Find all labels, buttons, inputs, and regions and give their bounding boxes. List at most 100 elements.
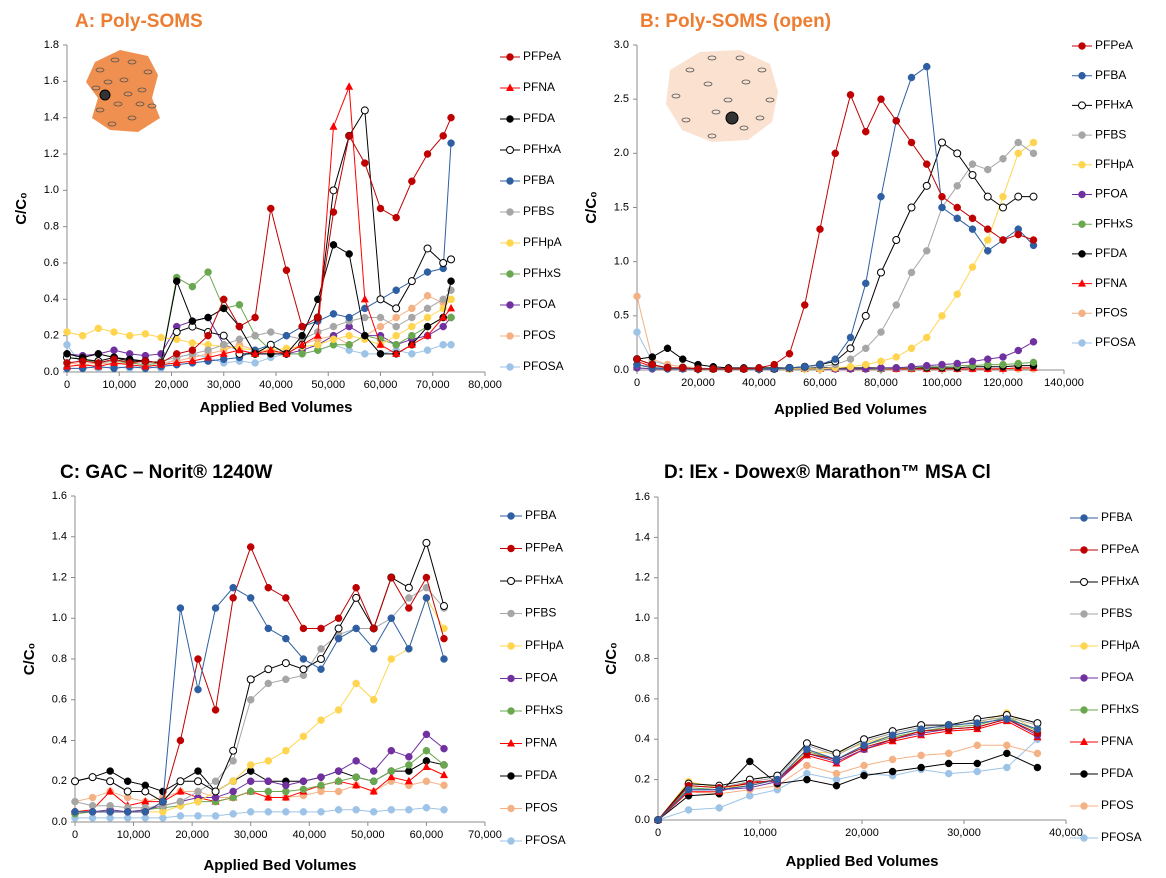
marker	[405, 604, 413, 612]
marker	[923, 361, 931, 370]
legend-label: PFBS	[1095, 127, 1126, 141]
x-tick-label: 140,000	[1044, 377, 1084, 389]
marker	[345, 250, 353, 258]
marker	[862, 360, 870, 369]
marker	[1078, 161, 1086, 169]
x-tick-label: 20,000	[175, 829, 209, 841]
marker	[404, 583, 413, 592]
marker	[387, 614, 396, 622]
marker	[282, 634, 290, 643]
marker	[405, 753, 413, 761]
marker	[740, 365, 748, 373]
legend-entry: PFHxS	[500, 266, 561, 280]
legend-label: PFBS	[1101, 606, 1132, 620]
marker	[506, 270, 514, 278]
marker	[334, 614, 343, 622]
x-tick-label: 40,000	[292, 829, 326, 841]
marker	[329, 335, 338, 344]
marker	[999, 155, 1007, 163]
marker	[679, 355, 687, 363]
legend-entry: PFOSA	[1072, 335, 1136, 349]
marker	[663, 364, 672, 372]
marker	[860, 741, 868, 750]
y-tick-label: 3.0	[614, 39, 629, 51]
legend-entry: PFOSA	[1070, 830, 1142, 844]
legend-entry: PFPeA	[1072, 38, 1133, 52]
legend-entry: PFBS	[500, 606, 556, 620]
marker	[63, 328, 71, 336]
legend-entry: PFPeA	[500, 541, 563, 555]
y-tick-label: 0.2	[52, 775, 67, 787]
marker	[709, 365, 717, 373]
marker	[361, 159, 369, 167]
legend-entry: PFOA	[1072, 187, 1128, 201]
marker	[507, 609, 515, 618]
legend-entry: PFHxS	[1072, 216, 1133, 230]
marker	[938, 360, 946, 369]
y-tick-label: 1.6	[52, 490, 67, 502]
marker	[831, 149, 839, 158]
legend-entry: PFHpA	[1072, 157, 1134, 171]
marker	[141, 330, 150, 338]
marker	[1014, 138, 1022, 147]
legend-entry: PFDA	[1070, 766, 1133, 780]
marker	[506, 208, 514, 216]
marker	[447, 113, 455, 122]
legend-entry: PFHxA	[500, 142, 561, 156]
marker	[877, 364, 885, 372]
marker	[314, 341, 322, 349]
marker	[246, 675, 255, 684]
marker	[317, 716, 325, 724]
marker	[392, 341, 400, 349]
y-tick-label: 0.8	[52, 653, 67, 665]
marker	[94, 350, 103, 358]
marker	[439, 132, 447, 140]
marker	[211, 777, 220, 785]
marker	[801, 301, 809, 309]
marker	[211, 604, 220, 612]
marker	[141, 362, 150, 370]
marker	[246, 594, 255, 602]
x-tick-label: 40,000	[1049, 827, 1083, 839]
marker	[361, 350, 369, 358]
marker	[422, 762, 431, 770]
x-tick-label: 40,000	[259, 379, 293, 391]
marker	[282, 331, 291, 340]
marker	[439, 313, 448, 321]
marker	[746, 781, 754, 790]
marker	[329, 208, 338, 216]
y-tick-label: 2.0	[614, 147, 629, 159]
legend-entry: PFOSA	[500, 359, 564, 373]
marker	[816, 360, 824, 369]
series-line	[657, 716, 1038, 821]
y-axis-label: C/C₀	[603, 642, 620, 675]
marker	[507, 804, 515, 813]
marker	[832, 755, 841, 764]
y-tick-label: 1.2	[44, 148, 59, 160]
marker	[281, 659, 290, 668]
series-line	[657, 718, 1038, 821]
marker	[1014, 230, 1022, 239]
marker	[334, 806, 343, 814]
marker	[188, 356, 197, 365]
marker	[953, 182, 961, 190]
marker	[405, 806, 413, 814]
marker	[317, 781, 325, 790]
marker	[369, 645, 378, 653]
chart-title: A: Poly-SOMS	[75, 11, 203, 32]
x-axis-label: Applied Bed Volumes	[774, 401, 927, 418]
marker	[953, 359, 961, 368]
marker	[298, 331, 306, 340]
marker	[422, 803, 431, 812]
marker	[506, 146, 514, 154]
marker	[299, 785, 308, 794]
marker	[803, 775, 811, 784]
marker	[422, 777, 431, 785]
marker	[317, 665, 325, 673]
y-tick-label: 1.0	[614, 256, 629, 268]
y-tick-label: 1.0	[44, 184, 59, 196]
marker	[877, 192, 885, 201]
legend-entry: PFBS	[1070, 606, 1132, 620]
marker	[204, 268, 212, 276]
marker	[1003, 763, 1011, 772]
